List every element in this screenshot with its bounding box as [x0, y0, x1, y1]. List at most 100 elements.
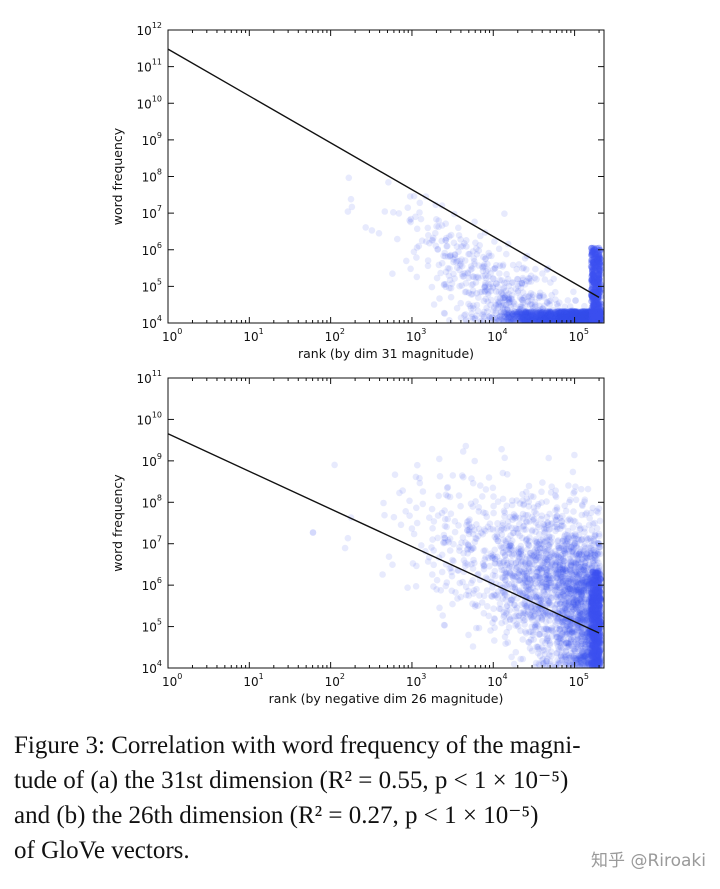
scatter-point — [435, 223, 442, 231]
scatter-point — [504, 315, 512, 323]
scatter-point — [580, 311, 588, 318]
scatter-point — [489, 307, 497, 315]
scatter-point — [395, 210, 403, 217]
scatter-point — [496, 276, 504, 284]
scatter-point — [559, 312, 567, 320]
scatter-point — [595, 308, 602, 315]
scatter-point — [592, 313, 600, 321]
scatter-point — [589, 318, 597, 323]
scatter-point — [562, 316, 569, 323]
scatter-point — [463, 237, 470, 244]
scatter-point — [516, 309, 523, 317]
scatter-point — [428, 505, 436, 513]
scatter-point — [451, 275, 458, 282]
scatter-point — [595, 315, 603, 323]
scatter-point — [592, 310, 599, 318]
scatter-point — [516, 304, 524, 311]
scatter-point — [347, 195, 355, 203]
scatter-point — [597, 314, 604, 321]
scatter-point — [593, 313, 601, 321]
scatter-point — [534, 315, 541, 323]
scatter-point — [549, 306, 557, 314]
scatter-point — [516, 308, 523, 316]
scatter-point — [573, 313, 581, 320]
scatter-point — [596, 318, 604, 323]
scatter-point — [496, 262, 504, 270]
scatter-point — [553, 312, 560, 320]
scatter-point — [589, 310, 596, 318]
scatter-point — [597, 315, 604, 322]
scatter-point — [572, 318, 579, 323]
scatter-point — [578, 310, 585, 317]
scatter-point — [583, 309, 591, 317]
scatter-point — [554, 314, 562, 322]
scatter-point — [553, 313, 561, 321]
scatter-point — [587, 312, 595, 320]
scatter-point — [495, 288, 503, 296]
scatter-point — [412, 213, 419, 221]
scatter-point — [536, 289, 544, 297]
scatter-point — [526, 645, 534, 652]
scatter-point — [586, 309, 593, 316]
scatter-point — [471, 457, 479, 465]
scatter-point — [509, 311, 517, 319]
scatter-point — [575, 316, 582, 323]
scatter-point — [580, 315, 588, 323]
scatter-point — [557, 318, 565, 323]
scatter-point — [433, 216, 440, 223]
scatter-point — [406, 497, 413, 505]
scatter-point — [535, 309, 543, 317]
scatter-point — [446, 284, 453, 292]
scatter-point — [554, 308, 561, 315]
scatter-point — [582, 309, 590, 316]
scatter-point — [595, 314, 603, 322]
scatter-point — [444, 253, 452, 260]
scatter-point — [583, 310, 591, 318]
scatter-point — [579, 318, 586, 323]
scatter-point — [566, 312, 574, 320]
scatter-point — [577, 317, 584, 323]
scatter-point — [586, 316, 594, 323]
scatter-point — [592, 318, 600, 323]
scatter-point — [443, 484, 451, 492]
scatter-point — [473, 290, 481, 297]
scatter-point — [596, 312, 603, 319]
scatter-point — [590, 316, 597, 323]
scatter-point — [582, 311, 589, 319]
scatter-point — [546, 316, 554, 323]
scatter-point — [577, 313, 585, 321]
scatter-point — [574, 312, 581, 319]
scatter-point — [467, 266, 475, 274]
scatter-point — [565, 312, 573, 320]
scatter-point — [500, 316, 508, 323]
scatter-point — [581, 316, 589, 323]
scatter-point — [562, 310, 569, 318]
scatter-point — [595, 308, 602, 315]
scatter-point — [518, 296, 525, 303]
scatter-point — [579, 309, 586, 316]
scatter-point — [585, 316, 593, 323]
scatter-point — [480, 308, 488, 316]
scatter-point — [544, 314, 552, 322]
scatter-point — [582, 309, 589, 316]
scatter-point — [522, 293, 529, 300]
scatter-point — [511, 312, 518, 320]
scatter-point — [592, 315, 599, 323]
scatter-point — [597, 281, 604, 288]
scatter-point — [514, 289, 521, 296]
scatter-point — [459, 242, 467, 250]
scatter-point — [580, 311, 588, 319]
scatter-point — [565, 308, 573, 316]
scatter-point — [580, 308, 588, 315]
scatter-point — [537, 310, 545, 318]
scatter-point — [519, 318, 527, 323]
scatter-point — [578, 312, 585, 320]
scatter-point — [494, 537, 502, 545]
scatter-point — [589, 317, 596, 323]
scatter-point — [592, 311, 599, 318]
scatter-point — [465, 300, 472, 308]
scatter-point — [531, 508, 538, 515]
scatter-point — [556, 311, 564, 319]
scatter-point — [553, 313, 561, 321]
scatter-point — [582, 312, 590, 319]
